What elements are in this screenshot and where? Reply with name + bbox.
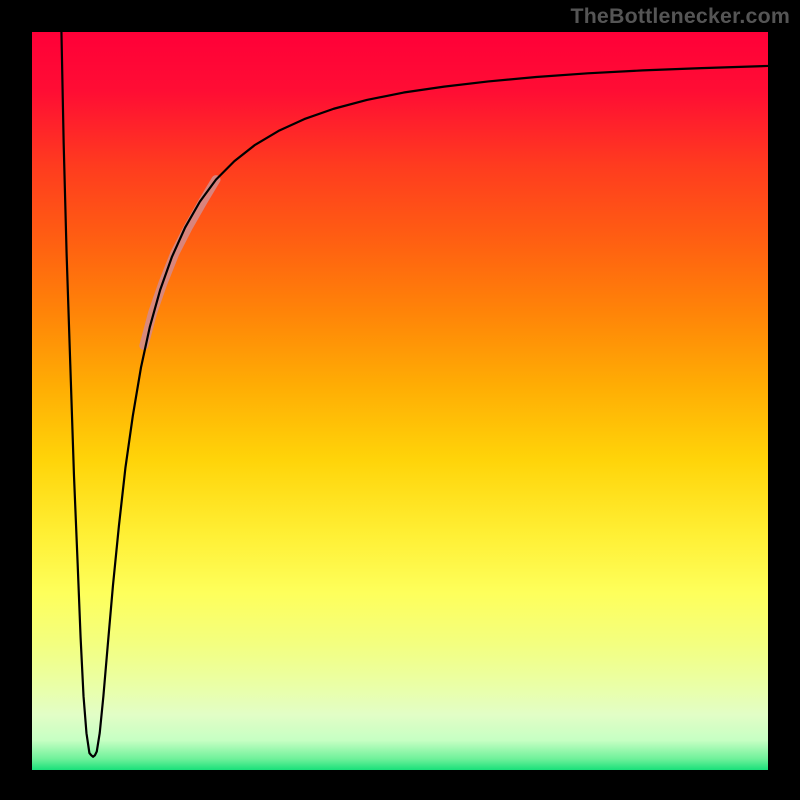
chart-root: TheBottlenecker.com [0, 0, 800, 800]
watermark-text: TheBottlenecker.com [570, 4, 790, 29]
plot-background [32, 32, 768, 770]
chart-svg [0, 0, 800, 800]
